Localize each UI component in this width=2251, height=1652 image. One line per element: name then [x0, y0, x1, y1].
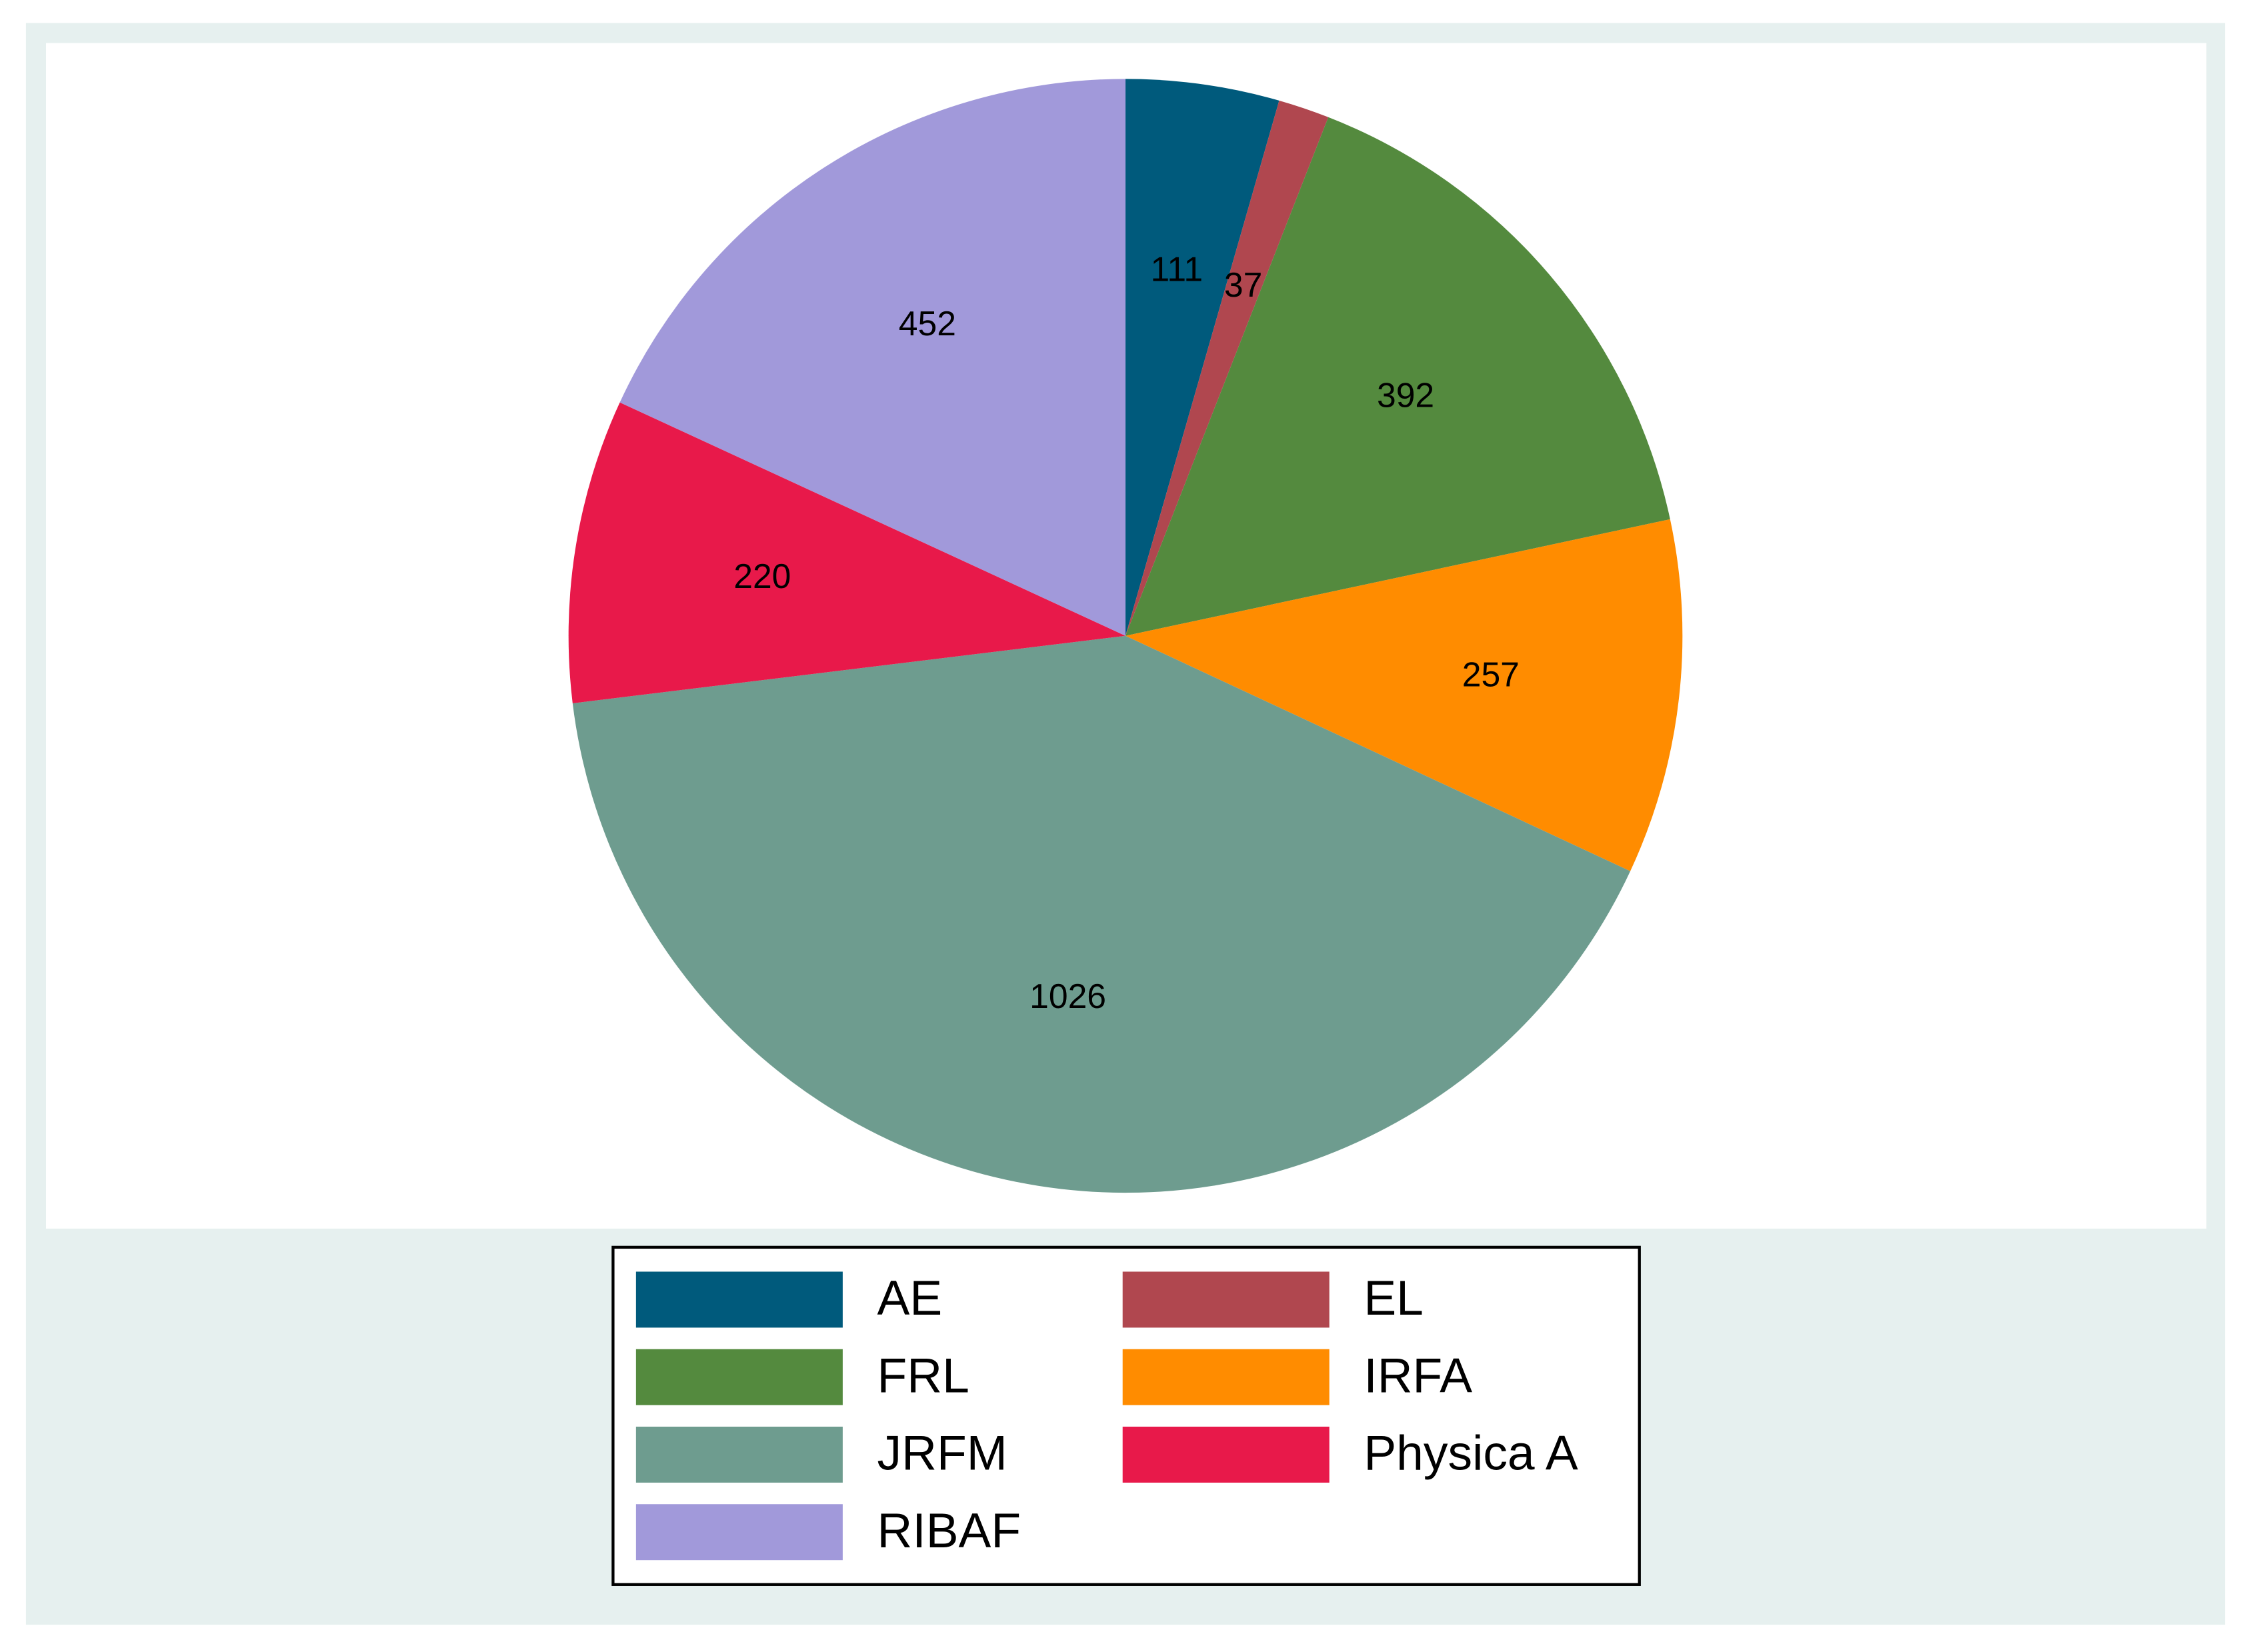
legend-label: Physica A — [1364, 1426, 1578, 1481]
legend-swatch — [635, 1349, 843, 1405]
data-label: 111 — [1151, 249, 1204, 288]
legend-label: AE — [877, 1271, 943, 1325]
legend-swatch — [635, 1504, 843, 1561]
data-label: 1026 — [1029, 977, 1106, 1015]
legend-label: FRL — [877, 1348, 969, 1403]
pie-slice — [568, 402, 1126, 703]
pie: 111 37 392 257 1026 220 452 — [568, 79, 1683, 1193]
pie-slice — [1126, 519, 1683, 871]
pie-slice — [1126, 100, 1329, 636]
data-label: 392 — [1377, 375, 1434, 414]
pie-slice — [572, 635, 1631, 1193]
legend-label: EL — [1364, 1271, 1424, 1325]
data-label: 257 — [1462, 655, 1520, 693]
data-label: 220 — [733, 557, 791, 595]
legend-swatch — [635, 1271, 843, 1328]
pie-slice — [619, 79, 1126, 636]
legend-label: RIBAF — [877, 1503, 1021, 1558]
legend-swatch — [1122, 1271, 1330, 1328]
pie-slice — [1126, 79, 1280, 636]
pie-slice — [1126, 117, 1670, 636]
legend-swatch — [1122, 1349, 1330, 1405]
legend-swatch — [635, 1426, 843, 1483]
data-label: 452 — [899, 304, 956, 343]
legend-label: JRFM — [877, 1426, 1007, 1481]
legend-swatch — [1122, 1426, 1330, 1483]
legend-label: IRFA — [1364, 1348, 1472, 1403]
data-label: 37 — [1224, 265, 1262, 304]
legend: AE EL FRL IRFA JRFM Physica A RIBAF — [635, 1271, 1578, 1561]
